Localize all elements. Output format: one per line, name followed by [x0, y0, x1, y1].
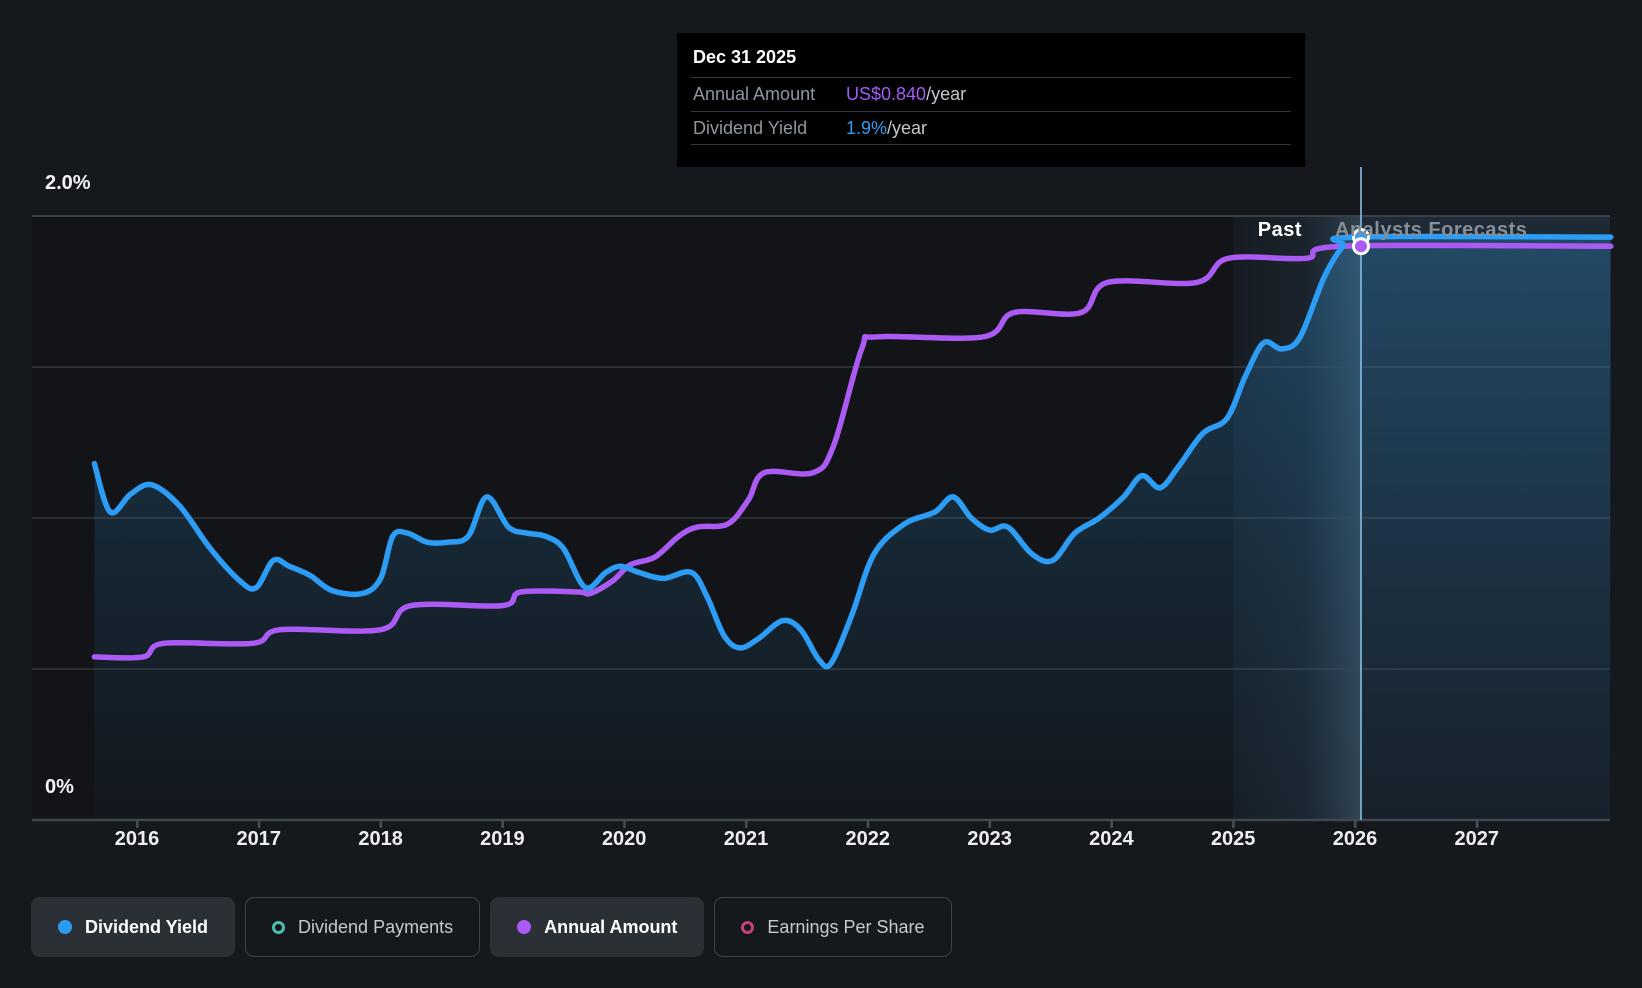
x-axis-label-2021: 2021 — [723, 828, 769, 850]
annual-amount-dot-icon — [517, 920, 532, 934]
x-axis-label-2022: 2022 — [845, 828, 891, 850]
marker-annual-amount — [1352, 237, 1370, 256]
x-axis-label-2019: 2019 — [480, 828, 525, 850]
tooltip-value-dividend-yield: 1.9% — [846, 117, 888, 138]
x-tick-2026 — [1354, 820, 1357, 828]
x-axis-label-2016: 2016 — [114, 828, 160, 850]
forecast-zone-label: Analysts Forecasts — [1335, 219, 1528, 241]
tooltip-label: Dividend Yield — [693, 117, 808, 138]
past-zone-label: Past — [1257, 219, 1302, 241]
x-axis-label-2023: 2023 — [967, 828, 1012, 850]
x-axis-label-2027: 2027 — [1454, 828, 1500, 850]
x-tick-2025 — [1232, 820, 1235, 828]
x-axis-label-2018: 2018 — [358, 828, 403, 850]
x-tick-2016 — [136, 820, 139, 828]
tooltip-row-dividend-yield: Dividend Yield 1.9% /year — [691, 111, 1291, 145]
legend-button-dividend-yield[interactable]: Dividend Yield — [31, 897, 236, 957]
legend-button-dividend-payments[interactable]: Dividend Payments — [245, 897, 481, 957]
hover-markers — [1352, 228, 1370, 256]
x-tick-2021 — [745, 820, 748, 828]
tooltip-suffix: /year — [926, 84, 967, 104]
y-axis-label-0pct: 0% — [45, 776, 74, 798]
x-axis-label-2020: 2020 — [601, 828, 647, 850]
x-tick-2023 — [988, 820, 992, 828]
dividend-yield-area — [94, 236, 1611, 820]
x-tick-2022 — [866, 820, 870, 828]
legend-label: Dividend Yield — [85, 916, 209, 937]
x-tick-2027 — [1475, 820, 1479, 828]
dividend-yield-line — [91, 233, 1614, 670]
y-axis-label-2pct: 2.0% — [45, 172, 91, 194]
x-axis-ticks — [136, 820, 1479, 828]
x-tick-2019 — [501, 820, 504, 828]
chart-legend: Dividend Yield Dividend Payments Annual … — [31, 897, 952, 957]
x-tick-2017 — [257, 820, 261, 828]
tooltip-date: Dec 31 2025 — [693, 47, 797, 67]
x-tick-2024 — [1110, 820, 1113, 828]
tooltip-suffix: /year — [887, 117, 928, 138]
x-tick-2020 — [623, 820, 626, 828]
legend-button-annual-amount[interactable]: Annual Amount — [490, 897, 705, 957]
legend-label: Earnings Per Share — [767, 916, 925, 937]
tooltip-row-annual-amount: Annual Amount US$0.840 /year — [691, 77, 1291, 111]
legend-label: Annual Amount — [544, 916, 678, 937]
x-tick-2018 — [379, 820, 383, 828]
annual-amount-line — [91, 242, 1614, 661]
tooltip-value-annual-amount: US$0.840 — [846, 84, 927, 104]
x-axis-label-2025: 2025 — [1210, 828, 1256, 850]
legend-label: Dividend Payments — [298, 916, 454, 937]
tooltip-label: Annual Amount — [693, 84, 816, 104]
x-axis-label-2026: 2026 — [1332, 828, 1378, 850]
earnings-per-share-ring-icon — [741, 920, 755, 934]
chart-tooltip: Dec 31 2025 Annual Amount US$0.840 /year… — [677, 33, 1305, 167]
dividend-yield-dot-icon — [58, 920, 72, 934]
dividend-payments-ring-icon — [272, 920, 286, 934]
x-axis-label-2017: 2017 — [236, 828, 282, 850]
x-axis-label-2024: 2024 — [1089, 828, 1134, 850]
legend-button-earnings-per-share[interactable]: Earnings Per Share — [714, 897, 952, 957]
